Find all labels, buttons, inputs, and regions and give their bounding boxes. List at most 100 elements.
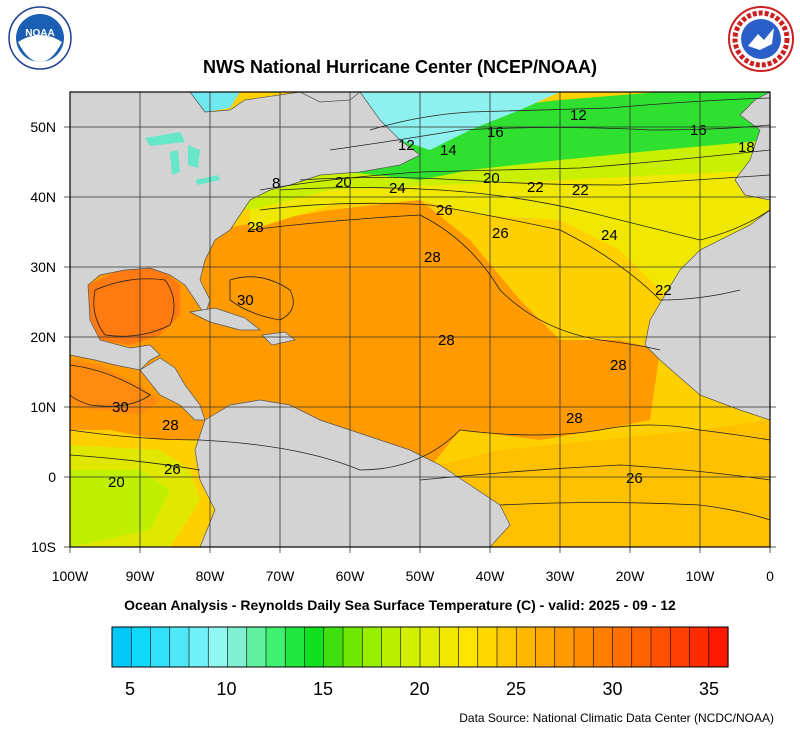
isotherm-28-north: [249, 214, 661, 351]
colorbar-swatch: [515, 626, 537, 668]
contour-label: 30: [237, 292, 254, 309]
noaa-logo: NOAA: [8, 6, 72, 70]
colorbar-tick-label: 35: [699, 679, 719, 699]
noaa-logo-text: NOAA: [25, 28, 54, 39]
isotherm-22: [299, 174, 770, 186]
lon-axis: 100W 90W 80W 70W 60W 50W 40W 30W 20W 10W 0: [52, 568, 774, 584]
colorbar-swatch: [265, 626, 286, 668]
isotherm-26-north: [259, 202, 741, 301]
contour-label: 8: [272, 175, 280, 192]
colorbar: [111, 626, 729, 668]
colorbar-swatch: [227, 626, 248, 668]
lon-tick-label: 10W: [686, 568, 716, 584]
isotherm-30-gulf: [93, 278, 175, 337]
colorbar-tick-label: 20: [409, 679, 429, 699]
lat-tick-label: 20N: [30, 329, 56, 345]
hudson-cold-region: [190, 92, 240, 112]
colorbar-swatch: [573, 626, 594, 668]
contour-label: 28: [162, 417, 179, 434]
contour-label: 28: [247, 219, 264, 236]
contour-label: 16: [690, 122, 707, 139]
contour-label: 28: [566, 410, 583, 427]
colorbar-swatch: [554, 626, 575, 668]
colorbar-swatch: [188, 626, 209, 668]
lon-tick-label: 50W: [406, 568, 436, 584]
lon-tick-label: 80W: [196, 568, 226, 584]
colorbar-swatch: [458, 626, 479, 668]
colorbar-swatch: [169, 626, 190, 668]
land-africa: [644, 209, 770, 421]
colorbar-tick-label: 25: [506, 679, 526, 699]
contour-label: 20: [108, 474, 125, 491]
lat-tick-label: 0: [48, 469, 56, 485]
isotherm-16: [329, 124, 770, 151]
lon-tick-label: 20W: [616, 568, 646, 584]
data-source: Data Source: National Climatic Data Cent…: [459, 711, 774, 725]
contour-label: 26: [436, 202, 453, 219]
isotherm-26-south: [70, 454, 770, 481]
colorbar-swatch: [111, 626, 132, 668]
colorbar-swatch: [400, 626, 421, 668]
colorbar-swatch: [361, 626, 383, 668]
contour-label: 12: [398, 137, 415, 154]
contour-label: 28: [610, 357, 627, 374]
contour-label: 22: [527, 179, 544, 196]
graticule: [64, 92, 776, 553]
colorbar-swatch: [438, 626, 460, 668]
colorbar-frame: [111, 626, 729, 668]
colorbar-tick-label: 5: [125, 679, 135, 699]
contour-label: 30: [112, 399, 129, 416]
colorbar-swatch: [612, 626, 633, 668]
colorbar-swatch: [381, 626, 402, 668]
lake-erie: [195, 175, 220, 185]
warm-pool-region: [70, 200, 660, 480]
colorbar-swatch: [419, 626, 440, 668]
colorbar-tick-label: 30: [602, 679, 622, 699]
colorbar-swatch: [592, 626, 614, 668]
isotherm-28-south: [70, 424, 770, 471]
lake-superior: [145, 132, 185, 146]
lat-tick-label: 50N: [30, 119, 56, 135]
colorbar-tick-label: 10: [216, 679, 236, 699]
land-south-america: [194, 399, 511, 547]
pacific-hot-region: [70, 360, 160, 415]
contour-label: 20: [335, 174, 352, 191]
colorbar-swatch: [535, 626, 556, 668]
isotherms: [70, 97, 770, 521]
chart-title: NWS National Hurricane Center (NCEP/NOAA…: [202, 57, 598, 77]
contour-label: 18: [738, 139, 755, 156]
contour-label: 14: [440, 142, 457, 159]
lat-tick-label: 40N: [30, 189, 56, 205]
lon-tick-label: 100W: [52, 568, 89, 584]
lake-huron: [188, 145, 200, 168]
lat-tick-label: 10N: [30, 399, 56, 415]
lon-tick-label: 30W: [546, 568, 576, 584]
contour-labels: 12 16 16 18 12 14 8 20 24 20 22 22 28 26…: [108, 107, 755, 491]
contour-label: 26: [626, 470, 643, 487]
colorbar-swatch: [207, 626, 229, 668]
land-central-america: [139, 357, 206, 421]
colorbar-swatch: [284, 626, 306, 668]
land-iberia: [734, 92, 770, 201]
contour-label: 16: [487, 124, 504, 141]
colorbar-swatch: [496, 626, 517, 668]
colorbar-swatch: [689, 626, 710, 668]
colorbar-swatch: [631, 626, 652, 668]
land-masses: [70, 92, 770, 547]
colorbar-ticks: 5 10 15 20 25 30 35: [125, 679, 719, 699]
pacific-cooler-region: [70, 470, 170, 547]
lon-tick-label: 70W: [266, 568, 296, 584]
lon-tick-label: 90W: [126, 568, 156, 584]
land-north-america: [70, 92, 421, 371]
colorbar-swatch: [130, 626, 152, 668]
colorbar-swatch: [150, 626, 171, 668]
colorbar-swatch: [246, 626, 267, 668]
colorbar-swatch: [323, 626, 344, 668]
isotherm-20: [259, 149, 770, 191]
lat-tick-label: 30N: [30, 259, 56, 275]
isotherm-30-pacific: [70, 364, 151, 407]
land-hispaniola: [261, 331, 296, 346]
south-atlantic-region: [420, 420, 770, 547]
isotherm-30-caribbean: [229, 276, 294, 321]
contour-label: 22: [572, 182, 589, 199]
